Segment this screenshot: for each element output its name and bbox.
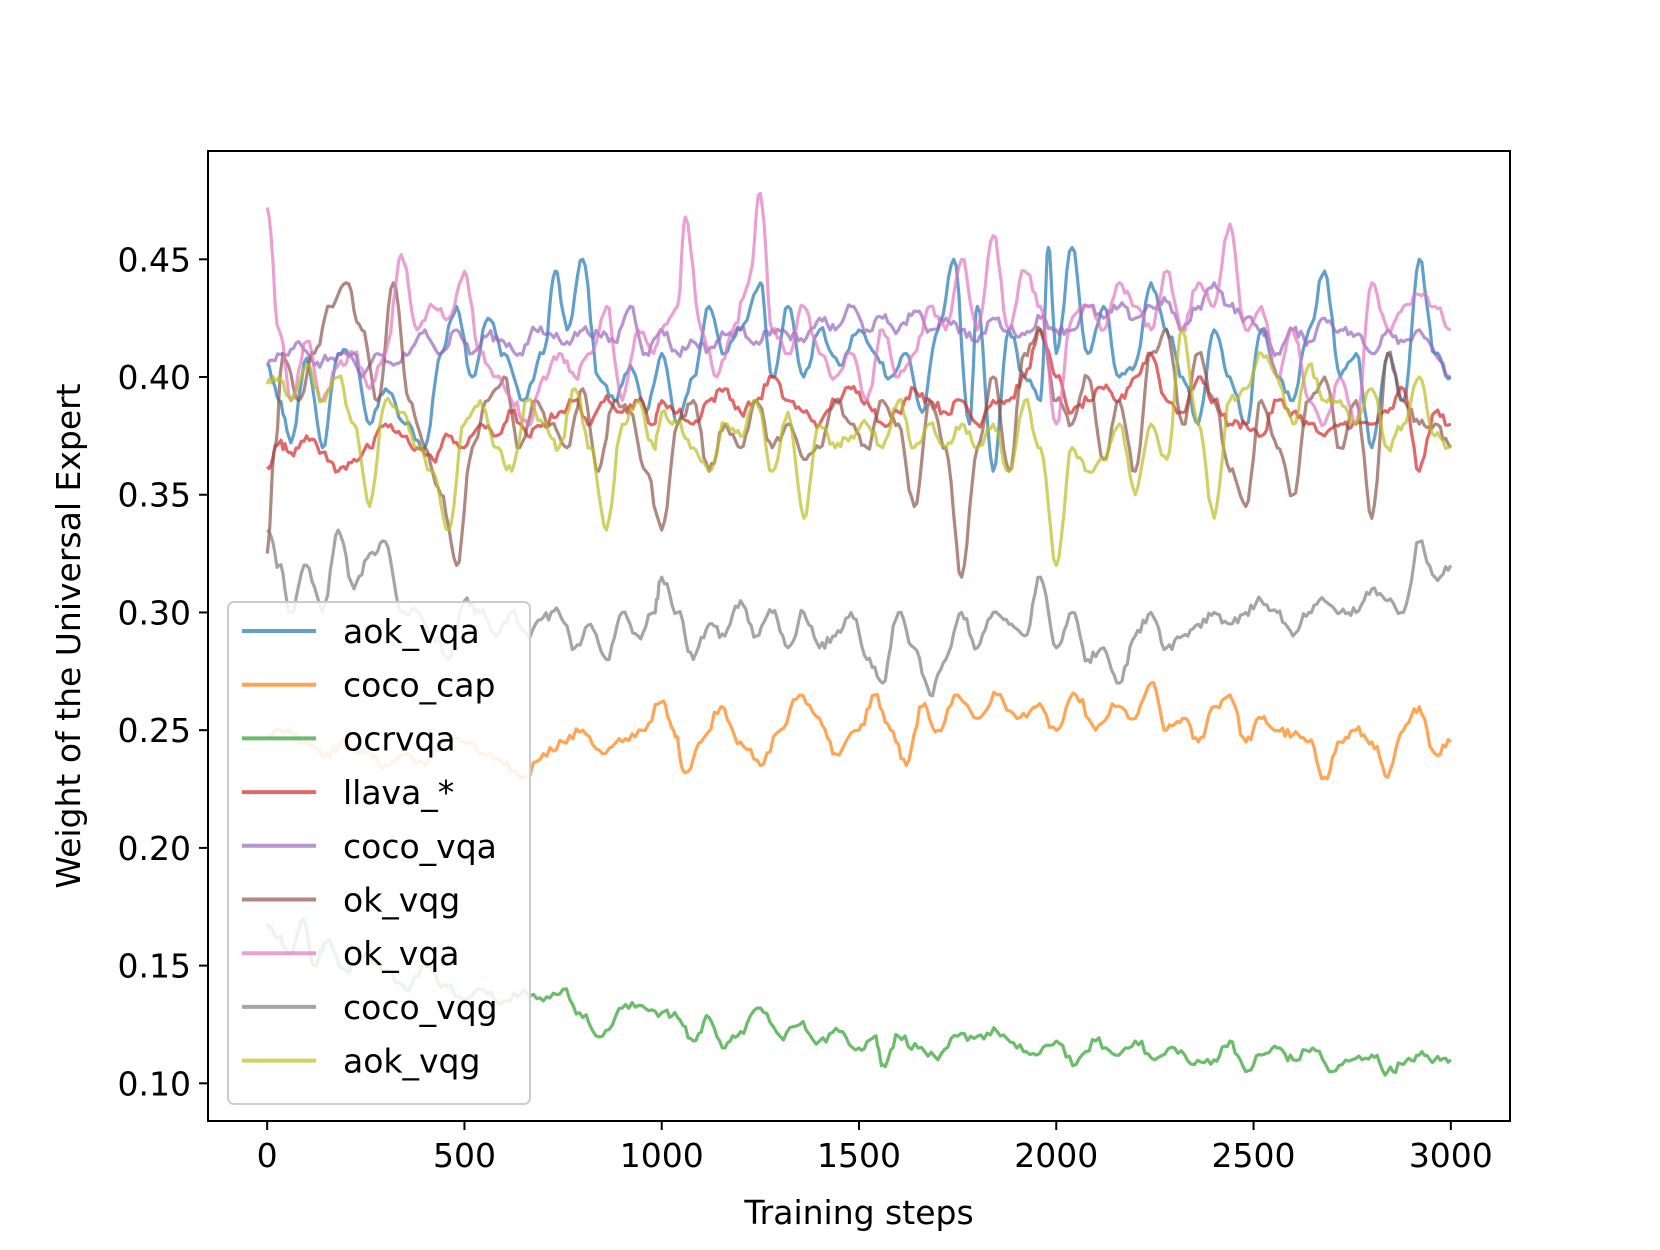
series-line-ok-vqa xyxy=(265,191,1452,428)
legend-label-coco-vqg: coco_vqg xyxy=(343,988,498,1027)
legend-label-aok-vqg: aok_vqg xyxy=(343,1042,480,1081)
x-tick-label: 1000 xyxy=(620,1136,704,1175)
x-tick-label: 500 xyxy=(433,1136,496,1175)
y-tick-label: 0.20 xyxy=(118,829,191,868)
y-tick-label: 0.30 xyxy=(118,593,191,632)
y-tick-label: 0.45 xyxy=(118,240,191,279)
y-tick-label: 0.25 xyxy=(118,711,191,750)
x-axis-ticks: 0 500 1000 1500 2000 2500 3000 xyxy=(257,1121,1493,1175)
y-tick-label: 0.35 xyxy=(118,476,191,515)
y-axis-label: Weight of the Universal Expert xyxy=(49,383,88,888)
x-tick-label: 3000 xyxy=(1409,1136,1493,1175)
y-axis-ticks: 0.10 0.15 0.20 0.25 0.30 0.35 0.40 0.45 xyxy=(118,240,208,1103)
legend-label-llava-: llava_* xyxy=(343,773,454,812)
y-tick-label: 0.40 xyxy=(118,358,191,397)
legend-label-coco-cap: coco_cap xyxy=(343,666,495,705)
x-tick-label: 2500 xyxy=(1212,1136,1296,1175)
legend-label-ok-vqg: ok_vqg xyxy=(343,881,460,920)
legend-box xyxy=(227,601,531,1105)
legend-label-aok-vqa: aok_vqa xyxy=(343,612,480,651)
x-tick-label: 0 xyxy=(257,1136,278,1175)
y-tick-label: 0.10 xyxy=(118,1064,191,1103)
series-line-ok-vqg xyxy=(265,281,1453,579)
x-tick-label: 2000 xyxy=(1014,1136,1098,1175)
series-line-aok-vqg xyxy=(265,328,1452,567)
x-tick-label: 1500 xyxy=(817,1136,901,1175)
series-line-aok-vqa xyxy=(266,245,1452,473)
legend-label-coco-vqa: coco_vqa xyxy=(343,827,497,866)
y-tick-label: 0.15 xyxy=(118,947,191,986)
legend-label-ok-vqa: ok_vqa xyxy=(343,934,460,973)
legend-label-ocrvqa: ocrvqa xyxy=(343,719,456,758)
x-axis-label: Training steps xyxy=(743,1193,973,1232)
